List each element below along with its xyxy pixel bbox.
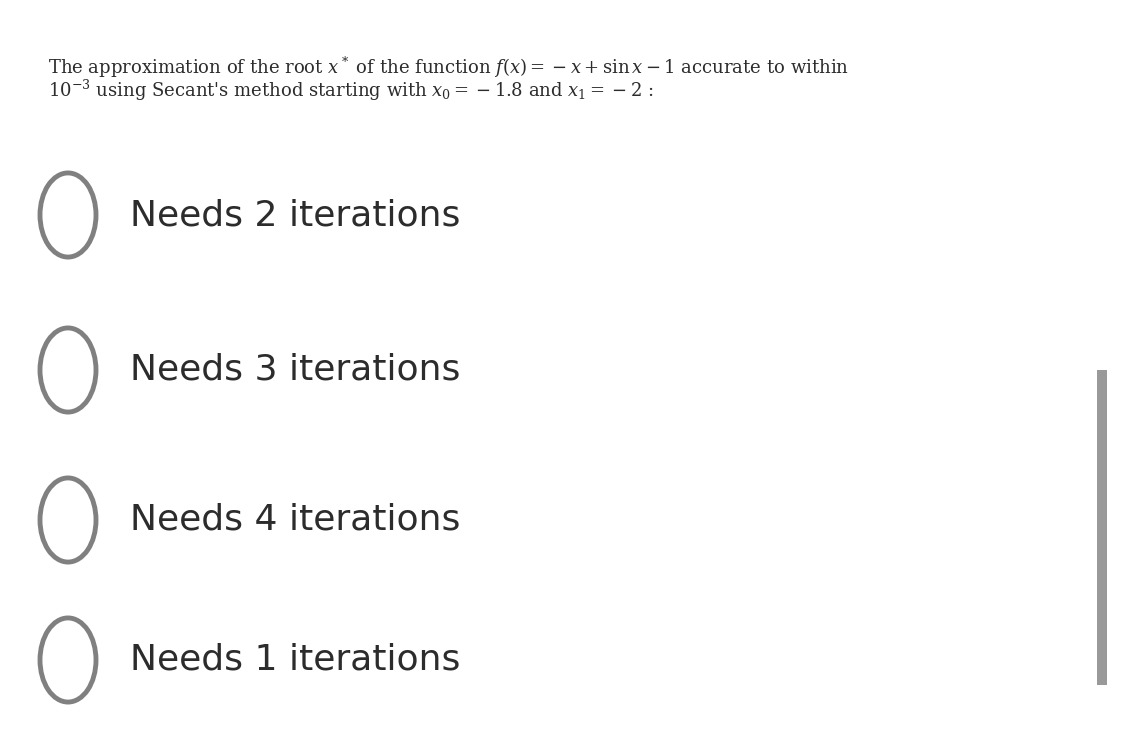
- Text: Needs 2 iterations: Needs 2 iterations: [130, 198, 460, 232]
- Text: The approximation of the root $x^*$ of the function $f(x) = -x + \sin x - 1$ acc: The approximation of the root $x^*$ of t…: [48, 55, 849, 80]
- Text: Needs 3 iterations: Needs 3 iterations: [130, 353, 460, 387]
- Text: $10^{-3}$ using Secant's method starting with $x_0 = -1.8$ and $x_1 = -2$ :: $10^{-3}$ using Secant's method starting…: [48, 78, 654, 103]
- Text: Needs 4 iterations: Needs 4 iterations: [130, 503, 460, 537]
- Text: Needs 1 iterations: Needs 1 iterations: [130, 643, 460, 677]
- FancyBboxPatch shape: [1097, 370, 1107, 685]
